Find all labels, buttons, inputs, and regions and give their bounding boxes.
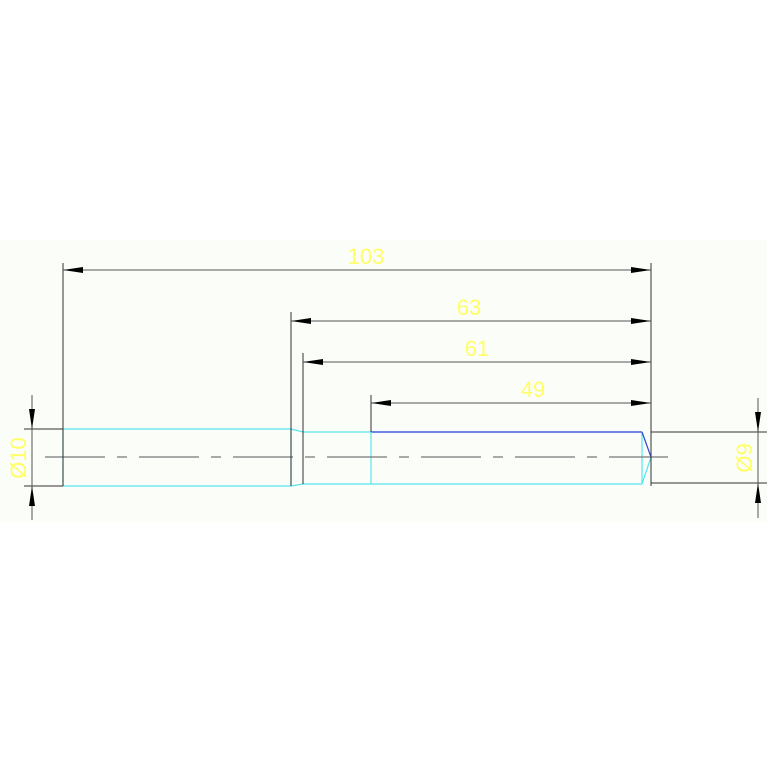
dim-text-dia9: Ø9 (732, 443, 757, 472)
dim-text-63: 63 (457, 295, 481, 320)
dim-text-49: 49 (521, 377, 545, 402)
dim-text-103: 103 (348, 244, 385, 269)
extension-lines (24, 263, 767, 487)
drawing-band (0, 240, 767, 522)
dim-text-61: 61 (465, 336, 489, 361)
dim-text-dia10: Ø10 (6, 437, 31, 479)
